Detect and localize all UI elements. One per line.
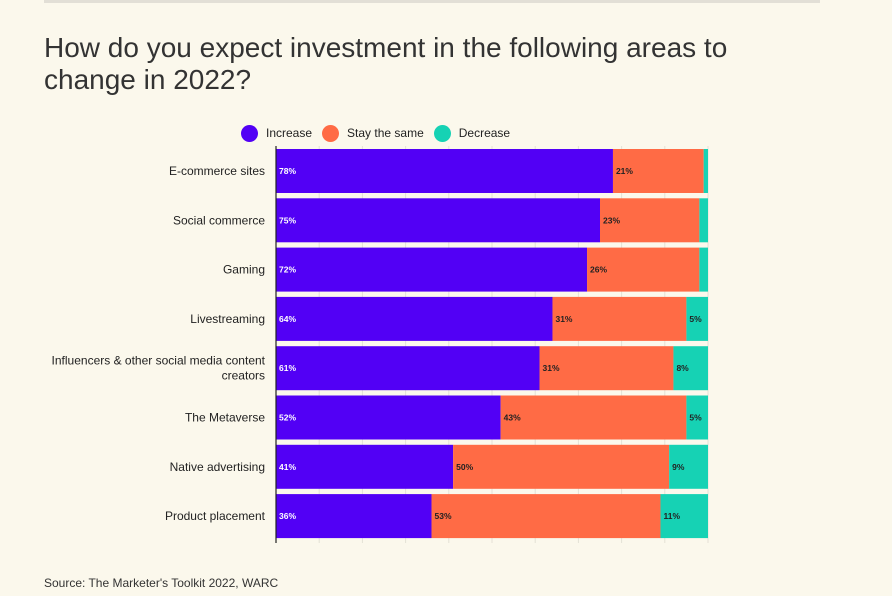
chart-title: How do you expect investment in the foll… bbox=[44, 32, 728, 95]
data-label: 75% bbox=[279, 215, 296, 225]
bar-segment bbox=[669, 444, 708, 489]
data-label: 52% bbox=[279, 413, 296, 423]
category-label: E-commerce sites bbox=[169, 164, 265, 178]
data-label: 5% bbox=[689, 413, 702, 423]
data-label: 36% bbox=[279, 511, 296, 521]
category-label: Social commerce bbox=[173, 213, 265, 227]
bar-segment bbox=[552, 296, 687, 341]
legend-label-decrease: Decrease bbox=[458, 126, 511, 140]
data-label: 61% bbox=[279, 363, 296, 373]
category-label: Livestreaming bbox=[190, 312, 265, 326]
bar-segment bbox=[673, 346, 708, 391]
bar-segment bbox=[660, 494, 708, 539]
data-label: 9% bbox=[672, 462, 685, 472]
chart-legend: Increase Stay the same Decrease bbox=[241, 124, 520, 142]
bar-segment bbox=[276, 149, 613, 193]
data-label: 72% bbox=[279, 265, 296, 275]
legend-item-stay-the-same: Stay the same bbox=[322, 124, 424, 142]
data-label: 5% bbox=[689, 314, 702, 324]
bar-segment bbox=[276, 198, 600, 243]
bar-segment bbox=[600, 198, 700, 243]
bar-segment bbox=[431, 494, 661, 539]
top-divider bbox=[44, 0, 820, 3]
bar-segment bbox=[276, 494, 432, 539]
legend-item-increase: Increase bbox=[241, 124, 313, 142]
data-label: 31% bbox=[555, 314, 572, 324]
data-label: 43% bbox=[504, 413, 521, 423]
category-label: The Metaverse bbox=[185, 411, 265, 425]
bar-segment bbox=[276, 296, 553, 341]
category-label: Gaming bbox=[223, 263, 265, 277]
bar-segment bbox=[703, 149, 708, 193]
data-label: 26% bbox=[590, 265, 607, 275]
data-label: 11% bbox=[663, 511, 680, 521]
legend-label-stay-the-same: Stay the same bbox=[347, 126, 424, 140]
legend-swatch-decrease bbox=[433, 124, 451, 142]
data-label: 21% bbox=[616, 166, 633, 176]
legend-label-increase: Increase bbox=[266, 126, 313, 140]
bar-segment bbox=[587, 247, 700, 292]
data-label: 78% bbox=[279, 166, 296, 176]
data-label: 41% bbox=[279, 462, 296, 472]
legend-swatch-increase bbox=[241, 124, 258, 142]
data-label: 8% bbox=[676, 363, 689, 373]
bar-segment bbox=[699, 198, 708, 243]
data-label: 31% bbox=[543, 363, 560, 373]
bar-segment bbox=[453, 444, 670, 489]
bar-segment bbox=[686, 395, 708, 440]
category-label: Influencers & other social media content bbox=[52, 354, 266, 368]
category-label: Native advertising bbox=[170, 460, 265, 474]
bar-segment bbox=[276, 444, 454, 489]
source-note: Source: The Marketer's Toolkit 2022, WAR… bbox=[44, 576, 279, 590]
bar-segment bbox=[276, 346, 540, 391]
legend-item-decrease: Decrease bbox=[433, 124, 511, 142]
bar-segment bbox=[612, 149, 704, 193]
data-label: 50% bbox=[456, 462, 473, 472]
bar-segment bbox=[500, 395, 687, 440]
bar-segment bbox=[686, 296, 708, 341]
category-label: creators bbox=[222, 369, 265, 383]
data-label: 64% bbox=[279, 314, 296, 324]
data-label: 53% bbox=[435, 511, 452, 521]
bar-segment bbox=[276, 395, 501, 440]
bar-segment bbox=[699, 247, 708, 292]
category-label: Product placement bbox=[165, 509, 266, 523]
bar-segment bbox=[276, 247, 588, 292]
legend-swatch-stay-the-same bbox=[322, 124, 340, 142]
bar-segment bbox=[539, 346, 674, 391]
data-label: 23% bbox=[603, 215, 620, 225]
